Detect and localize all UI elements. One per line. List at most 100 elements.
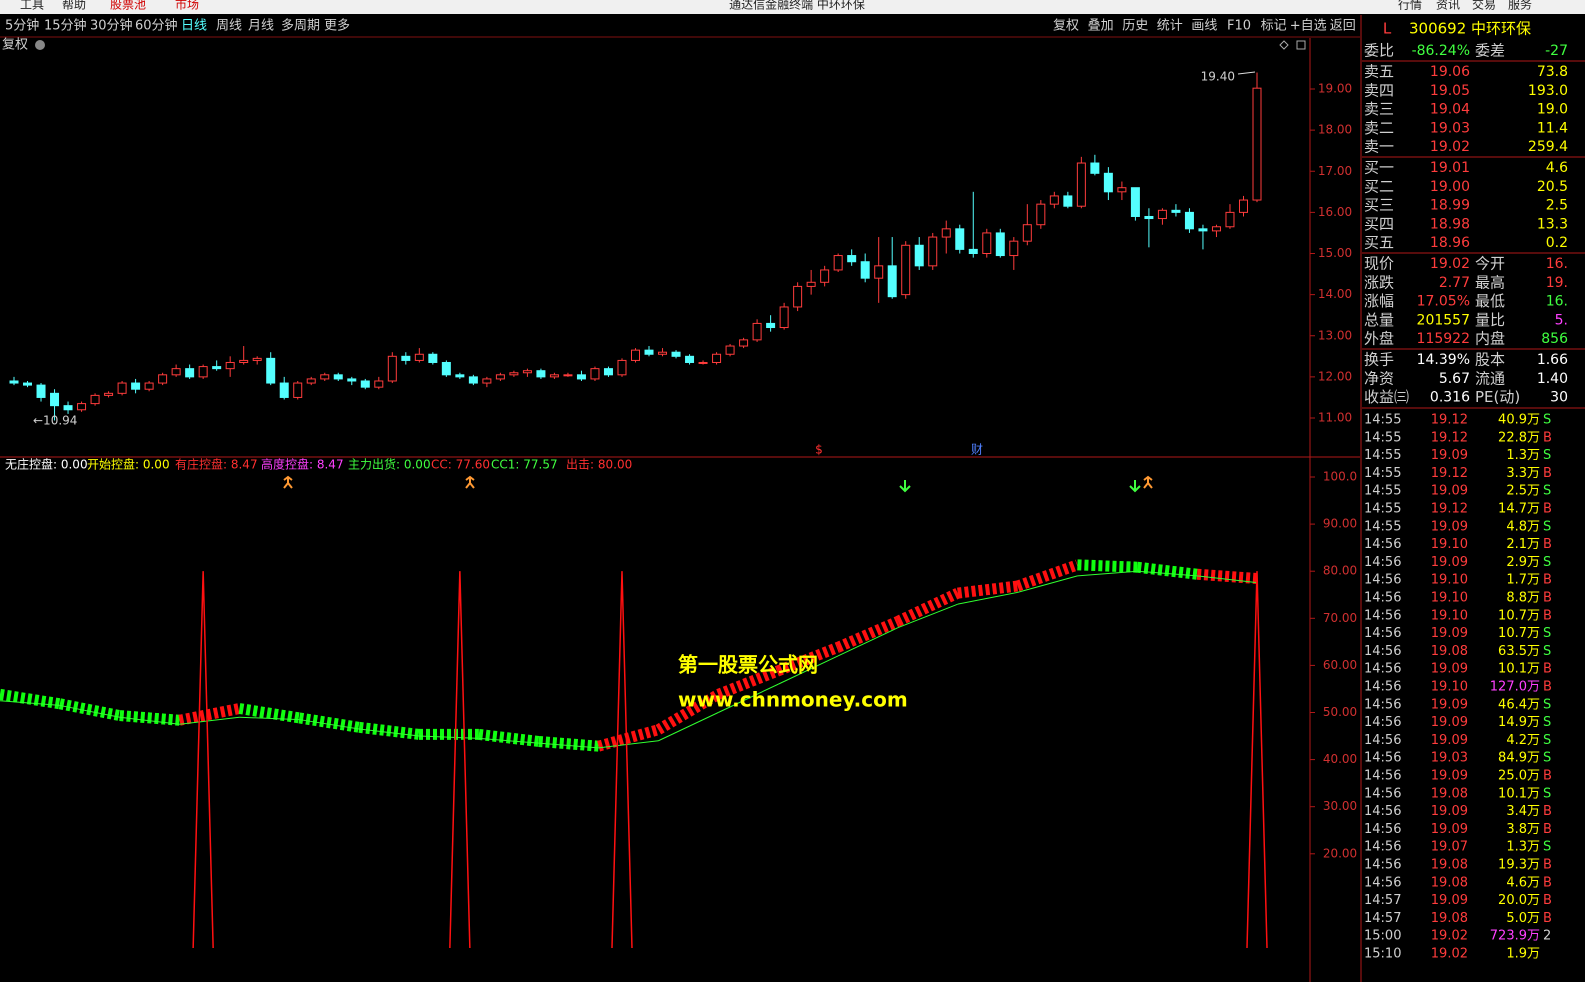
tick-price: 19.02: [1431, 929, 1468, 944]
menu-item[interactable]: 帮助: [62, 0, 86, 12]
period-button[interactable]: 5分钟: [5, 18, 39, 34]
top-menu-item[interactable]: 行情: [1398, 0, 1422, 12]
candle-body: [171, 368, 181, 376]
attack-spike: [449, 571, 471, 949]
period-button[interactable]: 60分钟: [135, 18, 178, 34]
menu-item[interactable]: 股票池: [110, 0, 146, 12]
cc-band: [1077, 559, 1138, 573]
tool-button[interactable]: 历史: [1122, 19, 1148, 34]
period-button[interactable]: 周线: [216, 19, 242, 34]
tick-price: 19.10: [1431, 591, 1468, 606]
tool-button[interactable]: 统计: [1157, 19, 1183, 34]
order-price: 19.06: [1430, 64, 1470, 80]
tick-price: 19.09: [1431, 484, 1468, 499]
candle-body: [414, 353, 424, 361]
cc-band: [178, 703, 241, 726]
tick-volume: 723.9万: [1490, 929, 1540, 944]
menu-item[interactable]: 市场: [175, 0, 199, 12]
tool-button[interactable]: 复权: [1053, 18, 1079, 34]
candle-body: [144, 382, 154, 390]
candle-body: [820, 269, 830, 283]
option-icon[interactable]: [35, 40, 45, 50]
candle-body: [1049, 195, 1059, 205]
tool-button[interactable]: 返回: [1330, 19, 1356, 34]
period-button[interactable]: 更多: [324, 18, 350, 34]
y-tick-label: 17.00: [1318, 164, 1352, 178]
pane-icons[interactable]: [1279, 40, 1306, 50]
tool-button[interactable]: F10: [1227, 19, 1251, 34]
tick-side: B: [1543, 430, 1552, 445]
tick-time: 14:56: [1364, 733, 1401, 748]
cc-band: [58, 698, 121, 721]
cc1-line: [1197, 575, 1258, 584]
cc1-line: [418, 735, 479, 739]
candle-body: [1130, 187, 1140, 217]
cc1-line: [658, 712, 719, 742]
tool-button[interactable]: 画线: [1191, 19, 1217, 34]
candle-body: [428, 353, 438, 363]
stat-label: 净资: [1364, 369, 1394, 387]
attack-spike: [611, 571, 633, 949]
candle-body: [482, 378, 492, 384]
candle-body: [549, 374, 559, 378]
order-price: 19.01: [1430, 160, 1470, 176]
order-price: 19.05: [1430, 83, 1470, 99]
period-button[interactable]: 多周期: [281, 18, 320, 34]
candle-body: [1103, 172, 1113, 193]
tick-side: S: [1543, 786, 1551, 801]
tick-price: 19.10: [1431, 608, 1468, 623]
tool-button[interactable]: +自选: [1290, 19, 1327, 34]
tool-button[interactable]: 标记: [1261, 19, 1287, 34]
candle-body: [536, 370, 546, 378]
field-value: -27: [1545, 43, 1568, 59]
top-menu-item[interactable]: 服务: [1508, 0, 1532, 12]
tick-volume: 4.6万: [1506, 875, 1540, 890]
top-menu-item[interactable]: 交易: [1472, 0, 1496, 12]
period-button[interactable]: 日线: [181, 19, 207, 34]
tick-side: S: [1543, 555, 1551, 570]
order-volume: 13.3: [1537, 216, 1568, 232]
tick-time: 14:55: [1364, 413, 1401, 428]
tick-volume: 127.0万: [1490, 680, 1540, 695]
tick-time: 14:57: [1364, 893, 1401, 908]
candle-body: [739, 339, 749, 347]
candle-body: [631, 349, 640, 361]
tick-volume: 20.0万: [1498, 893, 1540, 908]
stat-value: 201557: [1417, 312, 1470, 328]
tick-volume: 4.2万: [1506, 733, 1540, 748]
tick-volume: 19.3万: [1498, 858, 1540, 873]
tick-volume: 14.9万: [1498, 715, 1540, 730]
tick-side: B: [1543, 680, 1552, 695]
period-button[interactable]: 15分钟: [44, 18, 87, 34]
y-tick-label: 20.00: [1323, 846, 1357, 860]
event-marker: 财: [971, 443, 983, 457]
period-button[interactable]: 月线: [248, 19, 274, 34]
tick-volume: 1.3万: [1506, 840, 1540, 855]
y-tick-label: 11.00: [1318, 411, 1352, 425]
cc-band: [835, 616, 901, 653]
candle-body: [1063, 195, 1073, 207]
y-tick-label: 50.00: [1323, 705, 1357, 719]
candle-body: [495, 374, 505, 380]
candle-body: [752, 322, 762, 341]
candle-body: [117, 382, 127, 394]
tool-button[interactable]: 叠加: [1088, 19, 1114, 34]
tick-price: 19.09: [1431, 697, 1468, 712]
candle-body: [847, 255, 857, 263]
candle-body: [658, 351, 668, 355]
candle-body: [266, 357, 276, 384]
tick-time: 14:55: [1364, 448, 1401, 463]
menu-item[interactable]: 工具: [20, 0, 44, 12]
candle-body: [320, 374, 330, 380]
stat-label: 涨幅: [1364, 292, 1394, 310]
cc-band: [776, 642, 841, 676]
tick-side: B: [1543, 769, 1552, 784]
period-button[interactable]: 30分钟: [90, 18, 133, 34]
top-menu-item[interactable]: 资讯: [1436, 0, 1460, 12]
stat-label: 最高: [1475, 273, 1505, 291]
tick-volume: 4.8万: [1506, 519, 1540, 534]
tick-volume: 25.0万: [1498, 769, 1540, 784]
y-tick-label: 80.00: [1323, 564, 1357, 578]
candle-body: [766, 322, 776, 329]
candle-body: [441, 361, 451, 376]
